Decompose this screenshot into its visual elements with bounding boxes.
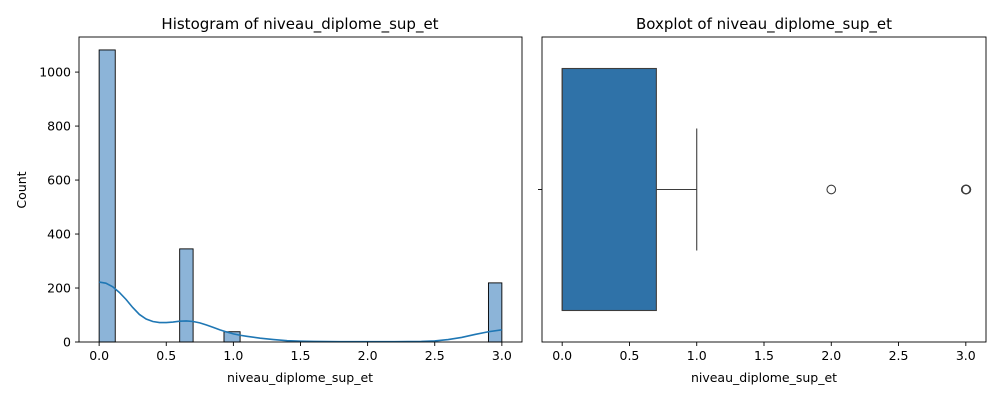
x-tick-label: 2.5 bbox=[889, 348, 909, 363]
x-tick-label: 0.5 bbox=[156, 348, 176, 363]
x-tick-label: 0.0 bbox=[552, 348, 572, 363]
outlier-point bbox=[961, 184, 972, 195]
boxplot-panel: Boxplot of niveau_diplome_sup_et 0.0 0.5 1… bbox=[538, 15, 987, 385]
y-tick-label: 800 bbox=[47, 119, 71, 134]
y-tick-label: 600 bbox=[47, 173, 71, 188]
x-tick-label: 3.0 bbox=[492, 348, 512, 363]
x-tick-label: 1.5 bbox=[291, 348, 311, 363]
kde-curve bbox=[99, 281, 502, 343]
x-tick-label: 2.0 bbox=[358, 348, 378, 363]
histogram-bar bbox=[487, 282, 503, 343]
x-tick-label: 0.0 bbox=[89, 348, 109, 363]
y-tick-label: 200 bbox=[47, 281, 71, 296]
boxplot-x-label: niveau_diplome_sup_et bbox=[691, 370, 837, 385]
x-tick-label: 2.5 bbox=[425, 348, 445, 363]
histogram-y-ticks: 0 200 400 600 800 1000 bbox=[39, 65, 79, 350]
y-tick-label: 0 bbox=[63, 335, 71, 350]
x-tick-label: 1.5 bbox=[754, 348, 774, 363]
boxplot-x-ticks: 0.0 0.5 1.0 1.5 2.0 2.5 3.0 bbox=[552, 342, 976, 363]
histogram-bar bbox=[98, 49, 116, 343]
x-tick-label: 2.0 bbox=[821, 348, 841, 363]
boxplot-marks bbox=[561, 67, 972, 312]
x-tick-label: 0.5 bbox=[620, 348, 640, 363]
outlier-point bbox=[826, 184, 837, 195]
histogram-x-ticks: 0.0 0.5 1.0 1.5 2.0 2.5 3.0 bbox=[89, 342, 512, 363]
x-tick-label: 1.0 bbox=[687, 348, 707, 363]
x-tick-label: 3.0 bbox=[956, 348, 976, 363]
x-tick-label: 1.0 bbox=[223, 348, 243, 363]
histogram-frame bbox=[78, 36, 523, 343]
box-iqr bbox=[561, 67, 657, 312]
histogram-bars bbox=[98, 49, 503, 343]
histogram-title: Histogram of niveau_diplome_sup_et bbox=[161, 15, 438, 34]
histogram-panel: Histogram of niveau_diplome_sup_et 0.0 0.… bbox=[14, 15, 523, 385]
y-tick-label: 400 bbox=[47, 227, 71, 242]
boxplot-title: Boxplot of niveau_diplome_sup_et bbox=[636, 15, 892, 34]
y-tick-label: 1000 bbox=[39, 65, 71, 80]
histogram-bar bbox=[179, 248, 194, 343]
histogram-x-label: niveau_diplome_sup_et bbox=[227, 370, 373, 385]
histogram-y-label: Count bbox=[14, 171, 29, 208]
